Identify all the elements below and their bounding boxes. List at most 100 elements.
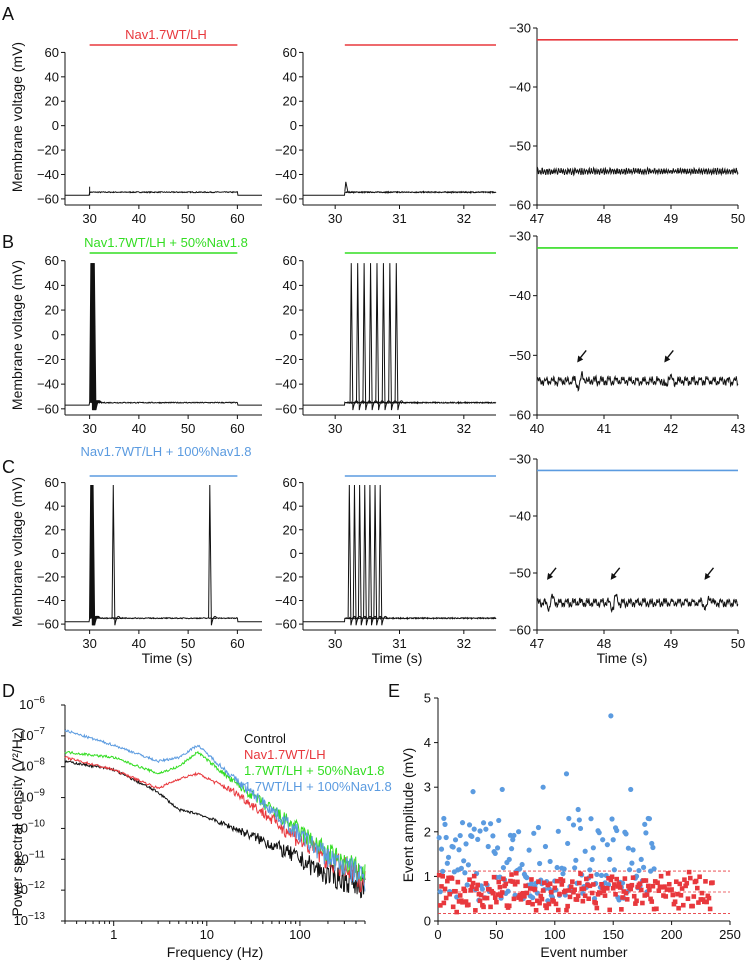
action-potential: [388, 263, 398, 411]
event-point-red: [704, 899, 709, 905]
event-point-red: [577, 880, 582, 886]
event-point-red: [671, 901, 677, 907]
event-point-blue: [477, 828, 483, 834]
y-tick-label: 20: [45, 94, 59, 109]
event-point-red: [547, 881, 553, 887]
x-tick-label: 49: [664, 211, 678, 226]
event-point-red: [678, 892, 684, 898]
event-point-red: [617, 885, 623, 890]
label-c: Nav1.7WT/LH + 100%Nav1.8: [81, 444, 252, 459]
y-tick-label: 0: [52, 327, 59, 342]
y-tick-label: 40: [283, 69, 297, 84]
event-point-red: [546, 901, 552, 907]
event-point-red: [615, 884, 621, 889]
event-point-red: [656, 888, 662, 894]
event-point-red: [645, 883, 651, 889]
event-point-red: [676, 905, 681, 911]
event-point-red: [517, 892, 523, 898]
exponent: −12: [28, 880, 45, 891]
event-point-red: [579, 886, 584, 892]
event-point-red: [476, 891, 482, 897]
event-point-red: [684, 880, 690, 886]
event-point-red: [651, 906, 657, 912]
event-point-red: [610, 885, 616, 891]
event-point-red: [563, 888, 568, 894]
x-tick-label: 43: [731, 421, 745, 436]
legend-control: Control: [244, 731, 286, 746]
event-point-red: [619, 907, 624, 912]
y-tick-label: −60: [37, 617, 59, 632]
event-point-red: [703, 879, 708, 884]
event-point-blue: [573, 857, 579, 863]
event-point-blue: [519, 861, 525, 868]
event-point-red: [662, 884, 667, 889]
membrane-trace: [303, 190, 497, 196]
y-tick-label: 40: [283, 278, 297, 293]
event-point-blue: [614, 827, 620, 834]
event-point-blue: [526, 847, 532, 853]
event-point-red: [496, 879, 502, 885]
event-point-red: [640, 900, 645, 906]
event-point-red: [661, 893, 666, 898]
event-point-blue: [480, 820, 487, 826]
event-point-red: [530, 901, 535, 907]
x-tick-label: 30: [328, 211, 342, 226]
event-point-red: [598, 890, 603, 896]
event-point-red: [554, 878, 560, 884]
event-point-red: [456, 899, 462, 904]
event-point-blue: [508, 846, 515, 852]
ylabel-b: Membrane voltage (mV): [9, 260, 25, 410]
event-point-red: [614, 876, 620, 882]
x-tick-label: 1: [110, 927, 117, 942]
event-point-red: [513, 870, 519, 876]
y-tick-label: −40: [509, 80, 531, 95]
event-point-blue: [443, 834, 449, 841]
panel-letter-b: B: [2, 232, 14, 252]
event-point-red: [544, 905, 549, 911]
event-point-red: [648, 896, 653, 902]
event-point-blue: [610, 837, 616, 843]
y-tick-label: 60: [283, 475, 297, 490]
y-tick-label: 0: [290, 118, 297, 133]
event-point-blue: [590, 845, 596, 851]
event-point-red: [515, 879, 520, 885]
event-point-red: [449, 876, 455, 881]
event-point-red: [481, 904, 486, 910]
event-point-red: [594, 905, 600, 911]
event-point-red: [578, 871, 583, 877]
event-point-red: [655, 880, 660, 886]
event-point-red: [582, 893, 588, 899]
event-point-red: [699, 890, 705, 896]
event-point-blue: [565, 840, 571, 847]
event-point-red: [687, 875, 693, 881]
event-point-red: [588, 873, 594, 879]
event-point-red: [659, 884, 665, 890]
event-point-red: [539, 896, 545, 902]
x-tick-label: 50: [731, 211, 745, 226]
event-point-blue: [554, 864, 560, 871]
event-point-red: [508, 878, 513, 884]
event-point-red: [682, 877, 687, 882]
event-point-blue: [499, 786, 505, 793]
x-tick-label: 50: [731, 636, 745, 651]
event-point-blue: [506, 856, 512, 863]
event-point-red: [466, 902, 471, 908]
event-point-blue: [576, 817, 582, 823]
event-point-red: [672, 899, 678, 905]
event-point-red: [553, 901, 559, 907]
x-tick-label: 150: [602, 927, 624, 942]
action-potential: [92, 263, 102, 411]
xlabel-e: Event number: [540, 944, 627, 960]
event-point-red: [552, 885, 558, 891]
event-point-blue: [651, 866, 657, 872]
y-tick-label: 4: [424, 735, 431, 750]
event-point-red: [593, 900, 598, 906]
y-tick-label: −50: [509, 139, 531, 154]
membrane-trace: [536, 371, 739, 392]
event-point-red: [637, 881, 643, 886]
event-point-blue: [492, 850, 498, 857]
event-point-blue: [436, 835, 442, 841]
